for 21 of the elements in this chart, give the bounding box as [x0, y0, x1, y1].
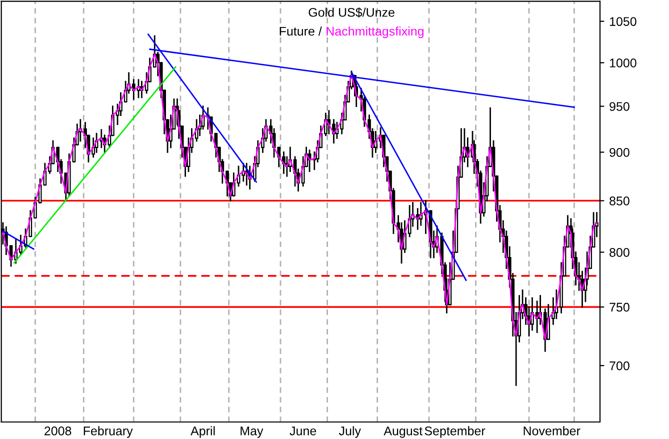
- y-tick-label: 700: [610, 361, 630, 370]
- x-tick-label: February: [84, 426, 133, 438]
- y-tick-label: 750: [610, 302, 630, 312]
- text: Nachmittagsfixing: [326, 26, 424, 38]
- y-tick-label: 800: [610, 248, 630, 257]
- y-tick-label: 900: [610, 148, 630, 157]
- y-tick-label: 850: [610, 196, 630, 206]
- x-tick-label: 2008: [44, 426, 72, 436]
- line-series: [2, 54, 598, 340]
- x-tick-label: September: [424, 426, 486, 438]
- text: Future /: [280, 26, 322, 36]
- y-tick-label: 1000: [610, 58, 636, 68]
- x-tick-label: July: [338, 426, 361, 438]
- x-tick-label: June: [290, 426, 316, 436]
- x-tick-label: April: [190, 426, 215, 438]
- x-tick-label: May: [240, 426, 264, 438]
- y-tick-label: 950: [610, 102, 630, 111]
- x-tick-label: November: [524, 426, 580, 436]
- y-tick-label: 1050: [610, 17, 636, 26]
- chart-title: Gold US$/Unze: [308, 7, 394, 18]
- x-tick-label: August: [384, 426, 422, 438]
